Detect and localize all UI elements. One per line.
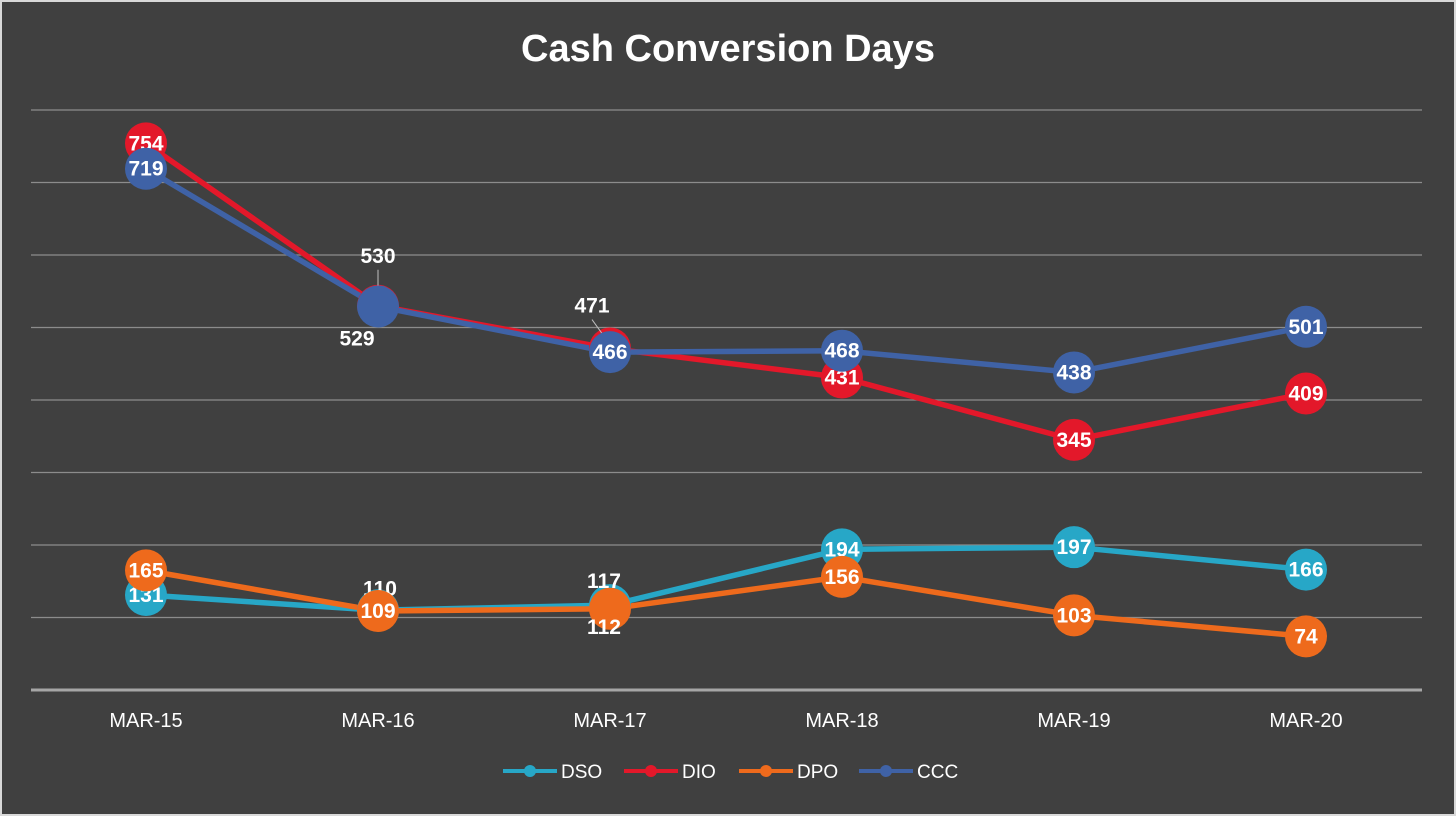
legend-label-dio: DIO (682, 762, 716, 783)
legend-label-dso: DSO (561, 762, 602, 783)
series-line-dso (143, 544, 1309, 613)
data-label-ccc: 719 (128, 158, 163, 181)
data-label-ccc: 501 (1288, 316, 1323, 339)
data-label-dpo: 74 (1294, 625, 1318, 648)
data-point-dpo (1053, 594, 1095, 637)
legend-label-dpo: DPO (797, 762, 838, 783)
data-label-dio: 530 (360, 245, 395, 268)
data-point-dio (1285, 372, 1327, 415)
legend-label-ccc: CCC (917, 762, 958, 783)
data-label-dso: 194 (824, 538, 859, 561)
data-point-dpo (1285, 615, 1327, 658)
x-tick-label: MAR-17 (573, 710, 646, 732)
data-label-dio: 345 (1056, 429, 1091, 452)
data-label-dso: 166 (1288, 559, 1323, 582)
data-label-dpo: 109 (360, 600, 395, 623)
data-label-dio: 754 (128, 132, 163, 155)
data-point-dso (1053, 526, 1095, 569)
series-line-dpo (143, 567, 1309, 640)
legend-marker-ccc (880, 765, 892, 777)
data-label-dio: 431 (824, 367, 859, 390)
data-label-dso: 117 (587, 570, 621, 593)
legend-marker-dso (524, 765, 536, 777)
data-point-ccc (1053, 351, 1095, 394)
data-label-dpo: 156 (824, 566, 859, 589)
data-point-dpo (589, 587, 631, 630)
data-label-dio: 409 (1288, 382, 1323, 405)
data-label-ccc: 466 (592, 341, 627, 364)
series-line-dio (143, 140, 1309, 443)
x-tick-label: MAR-18 (805, 710, 878, 732)
chart-title: Cash Conversion Days (521, 28, 935, 70)
series-line-ccc (143, 165, 1309, 376)
data-point-dpo (357, 589, 399, 632)
data-label-ccc: 529 (339, 327, 374, 350)
x-tick-label: MAR-19 (1037, 710, 1110, 732)
data-label-dpo: 165 (128, 559, 163, 582)
data-point-dpo (125, 549, 167, 592)
x-tick-label: MAR-15 (109, 710, 182, 732)
x-tick-label: MAR-20 (1269, 710, 1342, 732)
data-point-ccc (821, 329, 863, 372)
data-label-dpo: 112 (587, 616, 621, 639)
data-label-dso: 197 (1056, 536, 1091, 559)
data-point-dio (1053, 418, 1095, 461)
x-tick-label: MAR-16 (341, 710, 414, 732)
data-label-dpo: 103 (1056, 604, 1091, 627)
data-point-ccc (1285, 305, 1327, 348)
legend-marker-dio (645, 765, 657, 777)
data-point-dpo (821, 555, 863, 598)
data-label-dio: 471 (574, 295, 609, 318)
data-point-dso (1285, 548, 1327, 591)
data-label-ccc: 438 (1056, 361, 1091, 384)
data-point-ccc (125, 147, 167, 190)
data-label-dso: 131 (128, 584, 163, 607)
data-point-ccc (589, 331, 631, 374)
data-point-ccc (357, 285, 399, 328)
data-label-ccc: 468 (824, 340, 859, 363)
legend-marker-dpo (760, 765, 772, 777)
